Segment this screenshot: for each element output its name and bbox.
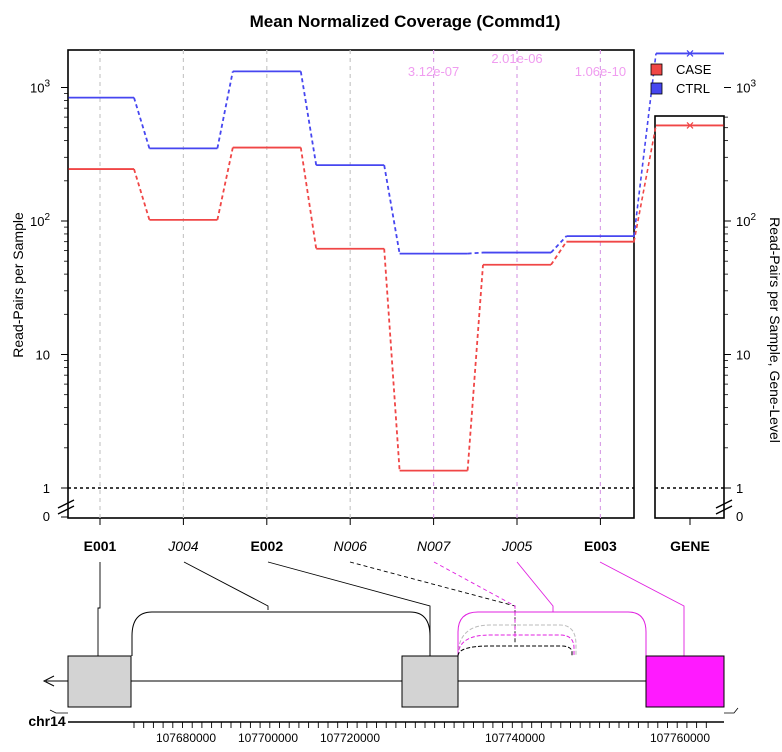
connect-case-1: [216, 147, 234, 221]
junction-arc-n007: [457, 634, 575, 657]
left-tick-label: 102: [30, 212, 50, 229]
connect-ctrl-5: [550, 235, 568, 254]
connector-n006: [349, 561, 516, 645]
feature-label-j005: J005: [501, 538, 533, 554]
junction-arc-j004: [131, 611, 431, 656]
coverage-series: [68, 49, 724, 472]
right-bracket: [724, 707, 739, 714]
gene-link-case: [633, 125, 657, 242]
right-tick-label: 102: [736, 212, 756, 229]
chart-title: Mean Normalized Coverage (Commd1): [250, 12, 561, 31]
left-bracket: [49, 709, 68, 714]
pvalue-n007: 3.12e-07: [408, 64, 459, 79]
gene-plot-frame: [654, 115, 725, 519]
connect-case-2: [299, 147, 318, 249]
y-axis-title-left: Read-Pairs per Sample: [10, 212, 26, 358]
genomic-tick-label: 107760000: [650, 731, 710, 745]
connect-ctrl-0: [133, 97, 151, 149]
gene-marker-ctrl: [686, 49, 694, 57]
connect-ctrl-4: [467, 251, 484, 255]
connect-ctrl-2: [299, 71, 318, 166]
gene-label: GENE: [670, 538, 710, 554]
right-axis-break-icon: [715, 499, 733, 515]
connector-j005: [516, 561, 554, 612]
feature-label-n006: N006: [333, 538, 367, 554]
gene-marker-case: [686, 121, 694, 129]
connect-ctrl-1: [216, 71, 234, 149]
y-axis-title-right: Read-Pairs per Sample, Gene-Level: [767, 217, 782, 443]
right-tick-label-1: 1: [736, 481, 743, 496]
left-tick-label: 10: [36, 348, 50, 363]
junction-arc-n006: [457, 645, 573, 657]
pvalue-j005: 2.01e-06: [491, 51, 542, 66]
left-tick-label: 103: [30, 79, 50, 96]
genomic-tick-label: 107740000: [485, 731, 545, 745]
genomic-axis-labels: 107680000 107700000 107720000 107740000 1077…: [156, 731, 710, 745]
feature-label-n007: N007: [417, 538, 452, 554]
legend-label-ctrl: CTRL: [676, 81, 710, 96]
junction-arc-novel-1: [457, 624, 577, 657]
connector-e003: [599, 561, 685, 656]
right-y-axis: 1 10 102 103 0: [715, 79, 756, 524]
left-axis-break-icon: [57, 499, 75, 515]
strand-arrow-icon: [42, 675, 55, 687]
right-zero-label: 0: [736, 509, 743, 524]
genomic-tick-label: 107700000: [238, 731, 298, 745]
exon-box-e003: [645, 655, 725, 708]
connector-n007: [433, 561, 516, 638]
right-tick-label: 10: [736, 348, 750, 363]
left-zero-label: 0: [43, 509, 50, 524]
gene-model: [42, 561, 739, 714]
connector-j004: [183, 561, 269, 610]
feature-labels: E001 J004 E002 N006 N007 J005 E003 GENE: [84, 518, 710, 554]
legend: CASE CTRL: [650, 62, 712, 96]
connect-case-4: [466, 264, 484, 471]
genomic-axis-ticks: [133, 722, 707, 728]
feature-label-e001: E001: [84, 538, 117, 554]
connector-e002: [267, 561, 431, 656]
connect-case-3: [383, 248, 401, 471]
connect-ctrl-3: [383, 165, 401, 254]
gene-link-ctrl: [633, 53, 657, 237]
feature-label-j004: J004: [167, 538, 199, 554]
legend-swatch-case: [650, 63, 663, 76]
series-case: [68, 121, 724, 472]
pvalue-labels: 3.12e-07 2.01e-06 1.06e-10: [408, 51, 626, 79]
connector-e001: [97, 562, 101, 656]
feature-gridlines: [99, 50, 602, 518]
exon-box-e001: [67, 655, 132, 708]
main-plot-frame: [67, 49, 635, 519]
feature-label-e002: E002: [250, 538, 283, 554]
series-ctrl: [68, 49, 724, 255]
genomic-tick-label: 107680000: [156, 731, 216, 745]
genomic-tick-label: 107720000: [320, 731, 380, 745]
connect-case-0: [133, 168, 151, 221]
pvalue-e003: 1.06e-10: [575, 64, 626, 79]
legend-label-case: CASE: [676, 62, 712, 77]
legend-swatch-ctrl: [650, 82, 663, 95]
junction-arc-j005: [457, 611, 647, 656]
feature-label-e003: E003: [584, 538, 617, 554]
left-tick-label: 1: [43, 481, 50, 496]
exon-box-e002: [401, 655, 459, 708]
chromosome-label: chr14: [28, 713, 66, 729]
connect-case-5: [550, 241, 568, 266]
right-tick-label: 103: [736, 79, 756, 96]
